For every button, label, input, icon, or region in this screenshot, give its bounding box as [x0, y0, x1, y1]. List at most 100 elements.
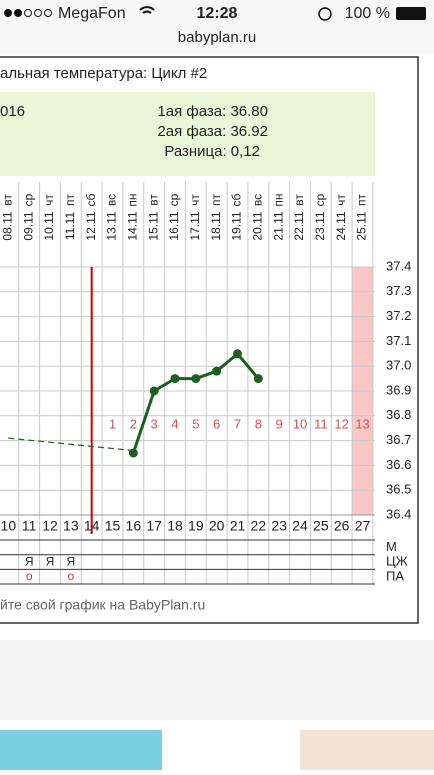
date: 19.11: [230, 211, 244, 240]
date: 09.11: [21, 211, 35, 240]
x-tick-label: 21: [230, 518, 246, 534]
point: [212, 366, 222, 376]
chart-title: альная температура: Цикл #2: [0, 65, 207, 82]
date: 08.11: [1, 211, 15, 240]
phase-day: 1: [109, 416, 116, 431]
y-tick-label: 36.9: [386, 382, 411, 397]
y-tick-label: 37.3: [386, 283, 411, 298]
weekday: пт: [209, 194, 223, 206]
image-right: [300, 730, 434, 770]
date: 15.11: [146, 211, 160, 240]
phase-day: 13: [355, 416, 369, 431]
url[interactable]: babyplan.ru: [178, 29, 256, 46]
weekday: пн: [271, 193, 285, 206]
weekday: пн: [126, 193, 140, 206]
phase-line: 2ая фаза: 36.92: [157, 123, 268, 140]
x-tick-label: 24: [292, 518, 308, 534]
y-tick-label: 37.0: [386, 358, 411, 373]
point: [191, 374, 201, 384]
wifi: [139, 6, 155, 14]
row-label: ПА: [386, 568, 404, 583]
x-tick-label: 20: [209, 518, 225, 534]
phase-left: 016: [0, 103, 25, 120]
x-tick-label: 13: [63, 518, 79, 534]
battery-text: 100 %: [345, 5, 390, 22]
weekday: ср: [313, 193, 327, 206]
footer[interactable]: йте свой график на BabyPlan.ru: [0, 597, 205, 613]
phase-day: 12: [334, 416, 348, 431]
y-tick-label: 36.4: [386, 506, 411, 521]
date: 13.11: [105, 211, 119, 240]
image-left: [0, 730, 162, 770]
phase-day: 7: [234, 416, 241, 431]
weekday: вс: [105, 194, 119, 206]
date: 12.11: [84, 211, 98, 240]
y-tick-label: 36.6: [386, 457, 411, 472]
x-tick-label: 23: [271, 518, 287, 534]
y-tick-label: 37.1: [386, 333, 411, 348]
series-line: [8, 437, 134, 452]
x-tick-label: 27: [355, 518, 371, 534]
y-tick-label: 36.7: [386, 432, 411, 447]
weekday: чт: [334, 194, 348, 206]
row-mark: о: [67, 569, 74, 583]
x-tick-label: 12: [42, 518, 58, 534]
date: 14.11: [126, 211, 140, 240]
date: 22.11: [292, 211, 306, 240]
point: [253, 374, 263, 384]
phase-day: 11: [314, 416, 328, 431]
phase-day: 4: [171, 416, 178, 431]
weekday: сб: [84, 193, 98, 206]
row-label: ЦЖ: [386, 554, 408, 569]
date: 17.11: [188, 211, 202, 240]
row-label: М: [386, 539, 397, 554]
x-tick-label: 19: [188, 518, 204, 534]
battery: [396, 7, 426, 20]
gray-area: [0, 640, 434, 720]
date: 23.11: [313, 211, 327, 240]
carrier: MegaFon: [58, 5, 126, 22]
row-mark: Я: [25, 554, 34, 568]
weekday: вт: [1, 194, 15, 206]
phase-day: 9: [276, 416, 283, 431]
weekday: чт: [188, 194, 202, 206]
weekday: вт: [146, 194, 160, 206]
lock-icon: [318, 7, 332, 21]
date: 21.11: [271, 211, 285, 240]
phase-line: Разница: 0,12: [164, 143, 260, 160]
weekday: ср: [21, 193, 35, 206]
phase-day: 6: [213, 416, 220, 431]
y-tick-label: 37.4: [386, 258, 411, 273]
phase-day: 3: [151, 416, 158, 431]
x-tick-label: 17: [146, 518, 162, 534]
point: [149, 386, 159, 396]
phase-box: [0, 92, 375, 176]
date: 11.11: [63, 212, 77, 241]
y-tick-label: 36.8: [386, 407, 411, 422]
y-tick-label: 36.5: [386, 482, 411, 497]
phase-day: 8: [255, 416, 262, 431]
phase-day: 10: [293, 416, 307, 431]
x-tick-label: 11: [22, 518, 37, 534]
x-tick-label: 10: [1, 518, 17, 534]
time: 12:28: [197, 5, 238, 22]
x-tick-label: 25: [313, 518, 329, 534]
weekday: пт: [355, 194, 369, 206]
date: 20.11: [251, 211, 265, 240]
signal: [4, 9, 52, 17]
date: 10.11: [42, 211, 56, 240]
phase-day: 5: [192, 416, 199, 431]
y-tick-label: 37.2: [386, 308, 411, 323]
date: 18.11: [209, 211, 223, 240]
weekday: вт: [292, 194, 306, 206]
weekday: ср: [167, 193, 181, 206]
date: 24.11: [334, 211, 348, 240]
date: 16.11: [167, 211, 181, 240]
x-tick-label: 15: [105, 518, 121, 534]
weekday: вс: [251, 194, 265, 206]
point: [233, 349, 242, 359]
date: 25.11: [355, 211, 369, 240]
browser-bar: [0, 0, 434, 54]
